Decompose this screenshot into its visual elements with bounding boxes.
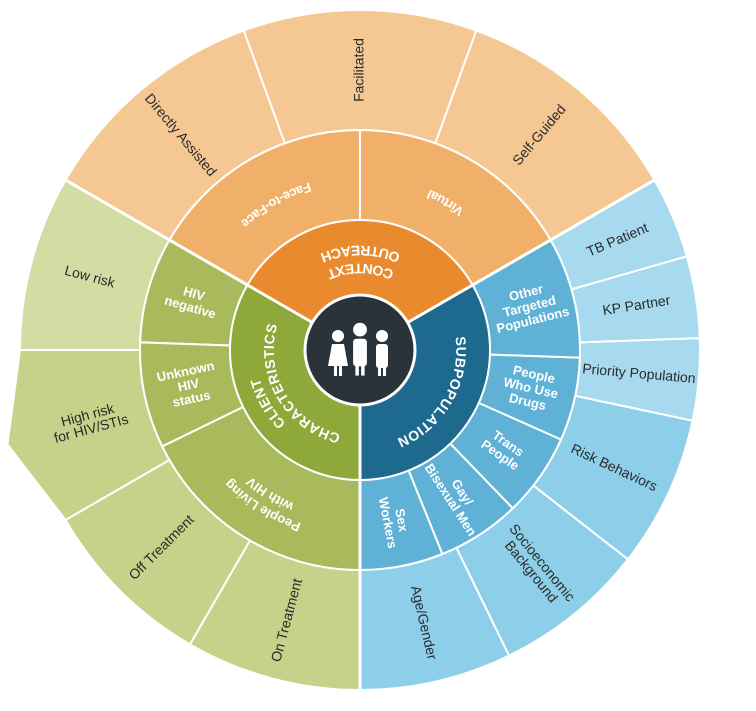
sunburst-diagram: CLIENTCHARACTERISTICSSUBPOPULATIONOUTREA… [0, 0, 756, 711]
svg-text:Facilitated: Facilitated [351, 38, 367, 102]
